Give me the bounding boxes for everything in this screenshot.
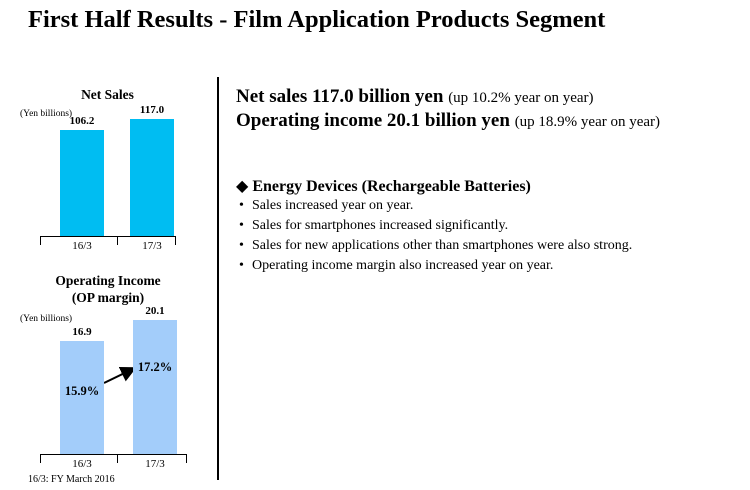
section-heading-text: Energy Devices (Rechargeable Batteries) [252, 178, 531, 195]
net-sales-x-axis [40, 236, 176, 237]
op-income-headline-main: Operating income 20.1 billion yen [236, 110, 510, 131]
bullet-item: • Operating income margin also increased … [239, 256, 632, 276]
bullet-dot-icon: • [239, 258, 244, 273]
net-sales-value-label: 106.2 [69, 114, 95, 127]
net-sales-bar [130, 119, 174, 236]
op-income-category-label: 16/3 [72, 458, 92, 470]
op-income-value-label: 16.9 [72, 326, 92, 339]
op-income-axis-tick [117, 454, 118, 463]
op-income-x-axis [40, 454, 187, 455]
bullet-item: • Sales for new applications other than s… [239, 236, 632, 256]
energy-devices-heading: ◆ Energy Devices (Rechargeable Batteries… [236, 176, 531, 196]
bullet-dot-icon: • [239, 198, 244, 213]
net-sales-bar [60, 129, 104, 236]
net-sales-category-label: 17/3 [142, 240, 162, 252]
bullet-item: • Sales increased year on year. [239, 196, 632, 216]
op-income-bar [60, 341, 104, 454]
diamond-bullet-icon: ◆ [236, 178, 249, 195]
op-income-axis-tick [40, 454, 41, 463]
op-income-value-label: 20.1 [145, 305, 165, 317]
op-margin-label: 17.2% [137, 360, 173, 374]
op-income-title-line: Operating Income [55, 273, 161, 288]
bullet-dot-icon: • [239, 218, 244, 233]
vertical-divider [217, 77, 219, 480]
net-sales-headline-main: Net sales 117.0 billion yen [236, 86, 444, 107]
op-income-unit-label: (Yen billions) [20, 314, 73, 324]
op-income-headline-note: (up 18.9% year on year) [514, 114, 661, 130]
bullet-dot-icon: • [239, 238, 244, 253]
footnote: 16/3: FY March 2016 [28, 474, 115, 485]
bullet-text: Sales for smartphones increased signific… [252, 218, 509, 233]
bullet-text: Sales increased year on year. [252, 198, 414, 213]
net-sales-headline: Net sales 117.0 billion yen (up 10.2% ye… [236, 86, 594, 108]
op-income-axis-tick [186, 454, 187, 463]
op-income-category-label: 17/3 [145, 458, 165, 470]
net-sales-unit-label: (Yen billions) [20, 109, 73, 119]
net-sales-axis-tick [175, 236, 176, 245]
net-sales-value-label: 117.0 [139, 104, 165, 116]
op-income-bar [133, 320, 177, 454]
op-margin-label: 15.9% [64, 384, 100, 398]
bullet-text: Sales for new applications other than sm… [252, 238, 633, 253]
bullet-item: • Sales for smartphones increased signifi… [239, 216, 632, 236]
bullet-text: Operating income margin also increased y… [252, 258, 554, 273]
net-sales-axis-tick [117, 236, 118, 245]
op-margin-title-line: (OP margin) [71, 290, 145, 305]
page-title: First Half Results - Film Application Pr… [28, 6, 606, 33]
net-sales-axis-tick [40, 236, 41, 245]
net-sales-category-label: 16/3 [72, 240, 92, 252]
bullet-list: • Sales increased year on year. • Sales fo… [239, 196, 632, 276]
net-sales-headline-note: (up 10.2% year on year) [448, 90, 594, 106]
net-sales-chart-title: Net Sales [81, 87, 134, 102]
op-income-headline: Operating income 20.1 billion yen (up 18… [236, 110, 660, 132]
op-income-chart-title: Operating Income (OP margin) [33, 272, 183, 306]
